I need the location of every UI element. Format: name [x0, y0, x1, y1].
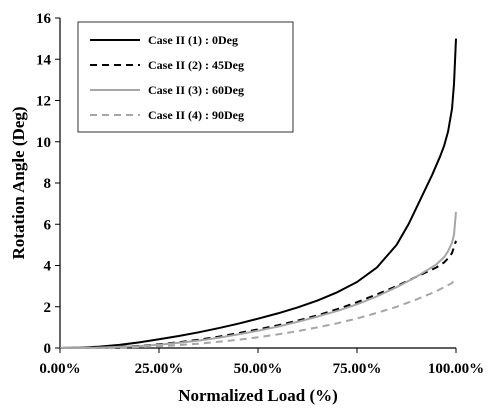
- legend: Case II (1) : 0Deg Case II (2) : 45Deg Cas…: [77, 21, 294, 133]
- legend-label: Case II (3) : 60Deg: [148, 83, 244, 97]
- y-axis: 0 2 4 6 8 10 12 14 16: [36, 11, 60, 357]
- y-tick-label: 0: [44, 341, 52, 357]
- x-tick-label: 25.00%: [135, 361, 184, 377]
- y-tick-label: 8: [44, 176, 52, 192]
- series-line-4: [59, 277, 457, 349]
- y-tick-label: 10: [36, 135, 51, 151]
- series-line-1: [59, 38, 457, 349]
- series-line-3: [59, 211, 457, 349]
- y-axis-title: Rotation Angle (Deg): [9, 107, 28, 260]
- y-tick-label: 14: [36, 52, 52, 68]
- x-tick-label: 0.00%: [39, 361, 80, 377]
- x-tick-label: 100.00%: [428, 361, 484, 377]
- legend-label: Case II (2) : 45Deg: [148, 58, 244, 72]
- series-layer: [59, 38, 457, 349]
- x-axis-title: Normalized Load (%): [178, 386, 338, 405]
- x-tick-label: 50.00%: [234, 361, 283, 377]
- legend-label: Case II (1) : 0Deg: [148, 33, 238, 47]
- legend-label: Case II (4) : 90Deg: [148, 108, 244, 122]
- y-tick-label: 6: [44, 217, 52, 233]
- y-tick-label: 16: [36, 11, 52, 27]
- y-tick-label: 4: [44, 259, 52, 275]
- x-tick-label: 75.00%: [333, 361, 382, 377]
- series-line-2: [59, 240, 457, 349]
- y-tick-label: 12: [36, 94, 51, 110]
- y-tick-label: 2: [44, 300, 52, 316]
- x-axis: 0.00% 25.00% 50.00% 75.00% 100.00%: [39, 348, 484, 377]
